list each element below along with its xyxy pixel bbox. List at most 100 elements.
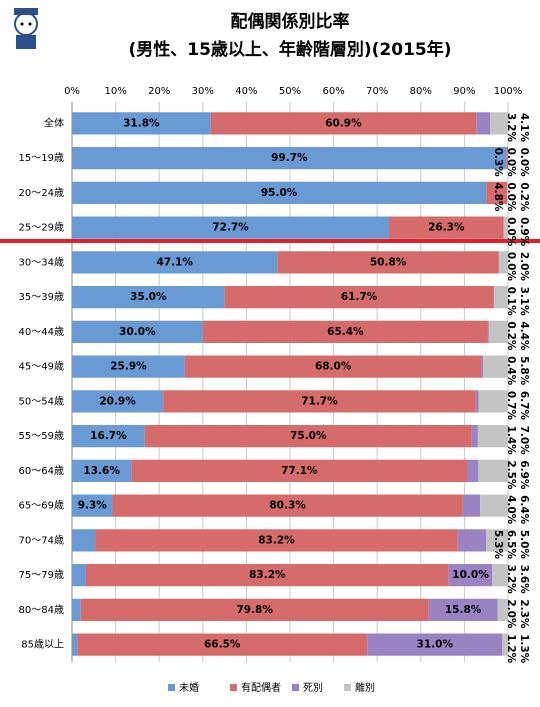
data-label: 6.5% [505,530,517,560]
bar-segment [131,459,468,482]
y-tick-label: 70～74歳 [19,534,64,546]
bar-segment [72,529,96,552]
bar-segment [72,147,507,170]
data-label: 31.0% [417,639,454,651]
bar-segment [467,459,479,482]
bar-segment [95,529,458,552]
bar-segment [72,425,145,448]
x-tick-label: 70% [366,86,388,97]
data-label: 50.8% [370,256,407,268]
bar-segment [112,494,463,517]
bar-segment [72,564,86,587]
data-label: 3.2% [505,113,517,143]
y-tick-label: 80～84歳 [19,604,64,616]
y-tick-label: 85歳以上 [21,639,64,651]
y-tick-label: 60～64歳 [19,465,64,477]
x-tick-label: 20% [148,86,170,97]
bar-segment [224,286,494,309]
data-label: 0.0% [518,148,530,178]
data-label: 31.8% [123,117,160,129]
data-label: 13.6% [83,465,120,477]
data-label: 0.2% [518,182,530,212]
bar-segment [80,598,429,621]
bar-segment [72,459,132,482]
data-label: 1.2% [505,634,517,664]
bar-segment [184,355,482,378]
data-label: 0.2% [505,321,517,351]
bar-segment [492,564,508,587]
bar-segment [478,390,508,413]
legend-label: 離別 [355,681,375,694]
data-label: 79.8% [236,604,273,616]
data-label: 4.0% [505,495,517,525]
bar-segment [497,598,508,621]
bar-segment [277,251,499,274]
data-label: 80.3% [269,500,306,512]
data-label: 0.4% [505,356,517,386]
bar-segment [72,181,487,204]
data-label: 20.9% [99,395,136,407]
bar-segment [163,390,476,413]
bar-segment [210,112,477,135]
data-label: 77.1% [281,465,318,477]
y-tick-label: 75～79歳 [19,569,64,581]
data-label: 5.3% [492,530,504,560]
bar-segment [72,251,278,274]
legend-swatch [230,684,237,691]
data-label: 6.9% [518,460,530,490]
data-label: 0.7% [505,391,517,421]
bar-segment [72,633,78,656]
data-label: 47.1% [156,256,193,268]
data-label: 72.7% [212,222,249,234]
data-label: 9.3% [78,500,108,512]
y-tick-label: 65～69歳 [19,500,64,512]
data-label: 0.1% [505,287,517,317]
data-label: 2.0% [505,599,517,629]
chart-title: 配偶関係別比率 [231,11,350,32]
bar-segment [72,286,225,309]
bar-segment [388,216,504,239]
bar-segment [480,494,508,517]
bar-segment [72,390,164,413]
data-label: 0.0% [505,182,517,212]
legend-swatch [344,684,351,691]
data-label: 2.0% [518,252,530,282]
data-label: 30.0% [119,326,156,338]
data-label: 16.7% [90,430,127,442]
data-label: 0.0% [505,217,517,247]
data-label: 26.3% [428,222,465,234]
bar-segment [202,320,488,343]
data-label: 75.0% [290,430,327,442]
data-label: 15.8% [445,604,482,616]
data-label: 4.8% [492,182,504,212]
bar-segment [487,320,489,343]
legend-label: 死別 [303,682,323,694]
y-tick-label: 20～24歳 [19,187,64,199]
data-label: 0.0% [505,148,517,178]
x-tick-label: 60% [322,86,344,97]
bar-segment [428,598,498,621]
bar-segment [77,633,368,656]
data-label: 71.7% [301,395,338,407]
data-label: 83.2% [258,534,295,546]
data-label: 5.0% [518,530,530,560]
data-label: 0.3% [492,148,504,178]
bar-segment [144,425,472,448]
x-tick-label: 50% [279,86,301,97]
data-label: 0.0% [505,252,517,282]
legend-label: 未婚 [179,681,199,694]
bar-segment [72,355,185,378]
data-label: 7.0% [518,426,530,456]
bar-segment [486,529,508,552]
bar-segment [72,216,389,239]
bar-segment [478,459,509,482]
y-tick-label: 55～59歳 [19,430,64,442]
bar-segment [503,216,508,239]
data-label: 95.0% [261,187,298,199]
bar-segment [72,112,211,135]
y-tick-label: 30～34歳 [19,256,64,268]
data-label: 5.8% [518,356,530,386]
bar-segment [72,494,113,517]
legend-swatch [292,684,299,691]
data-label: 35.0% [130,291,167,303]
